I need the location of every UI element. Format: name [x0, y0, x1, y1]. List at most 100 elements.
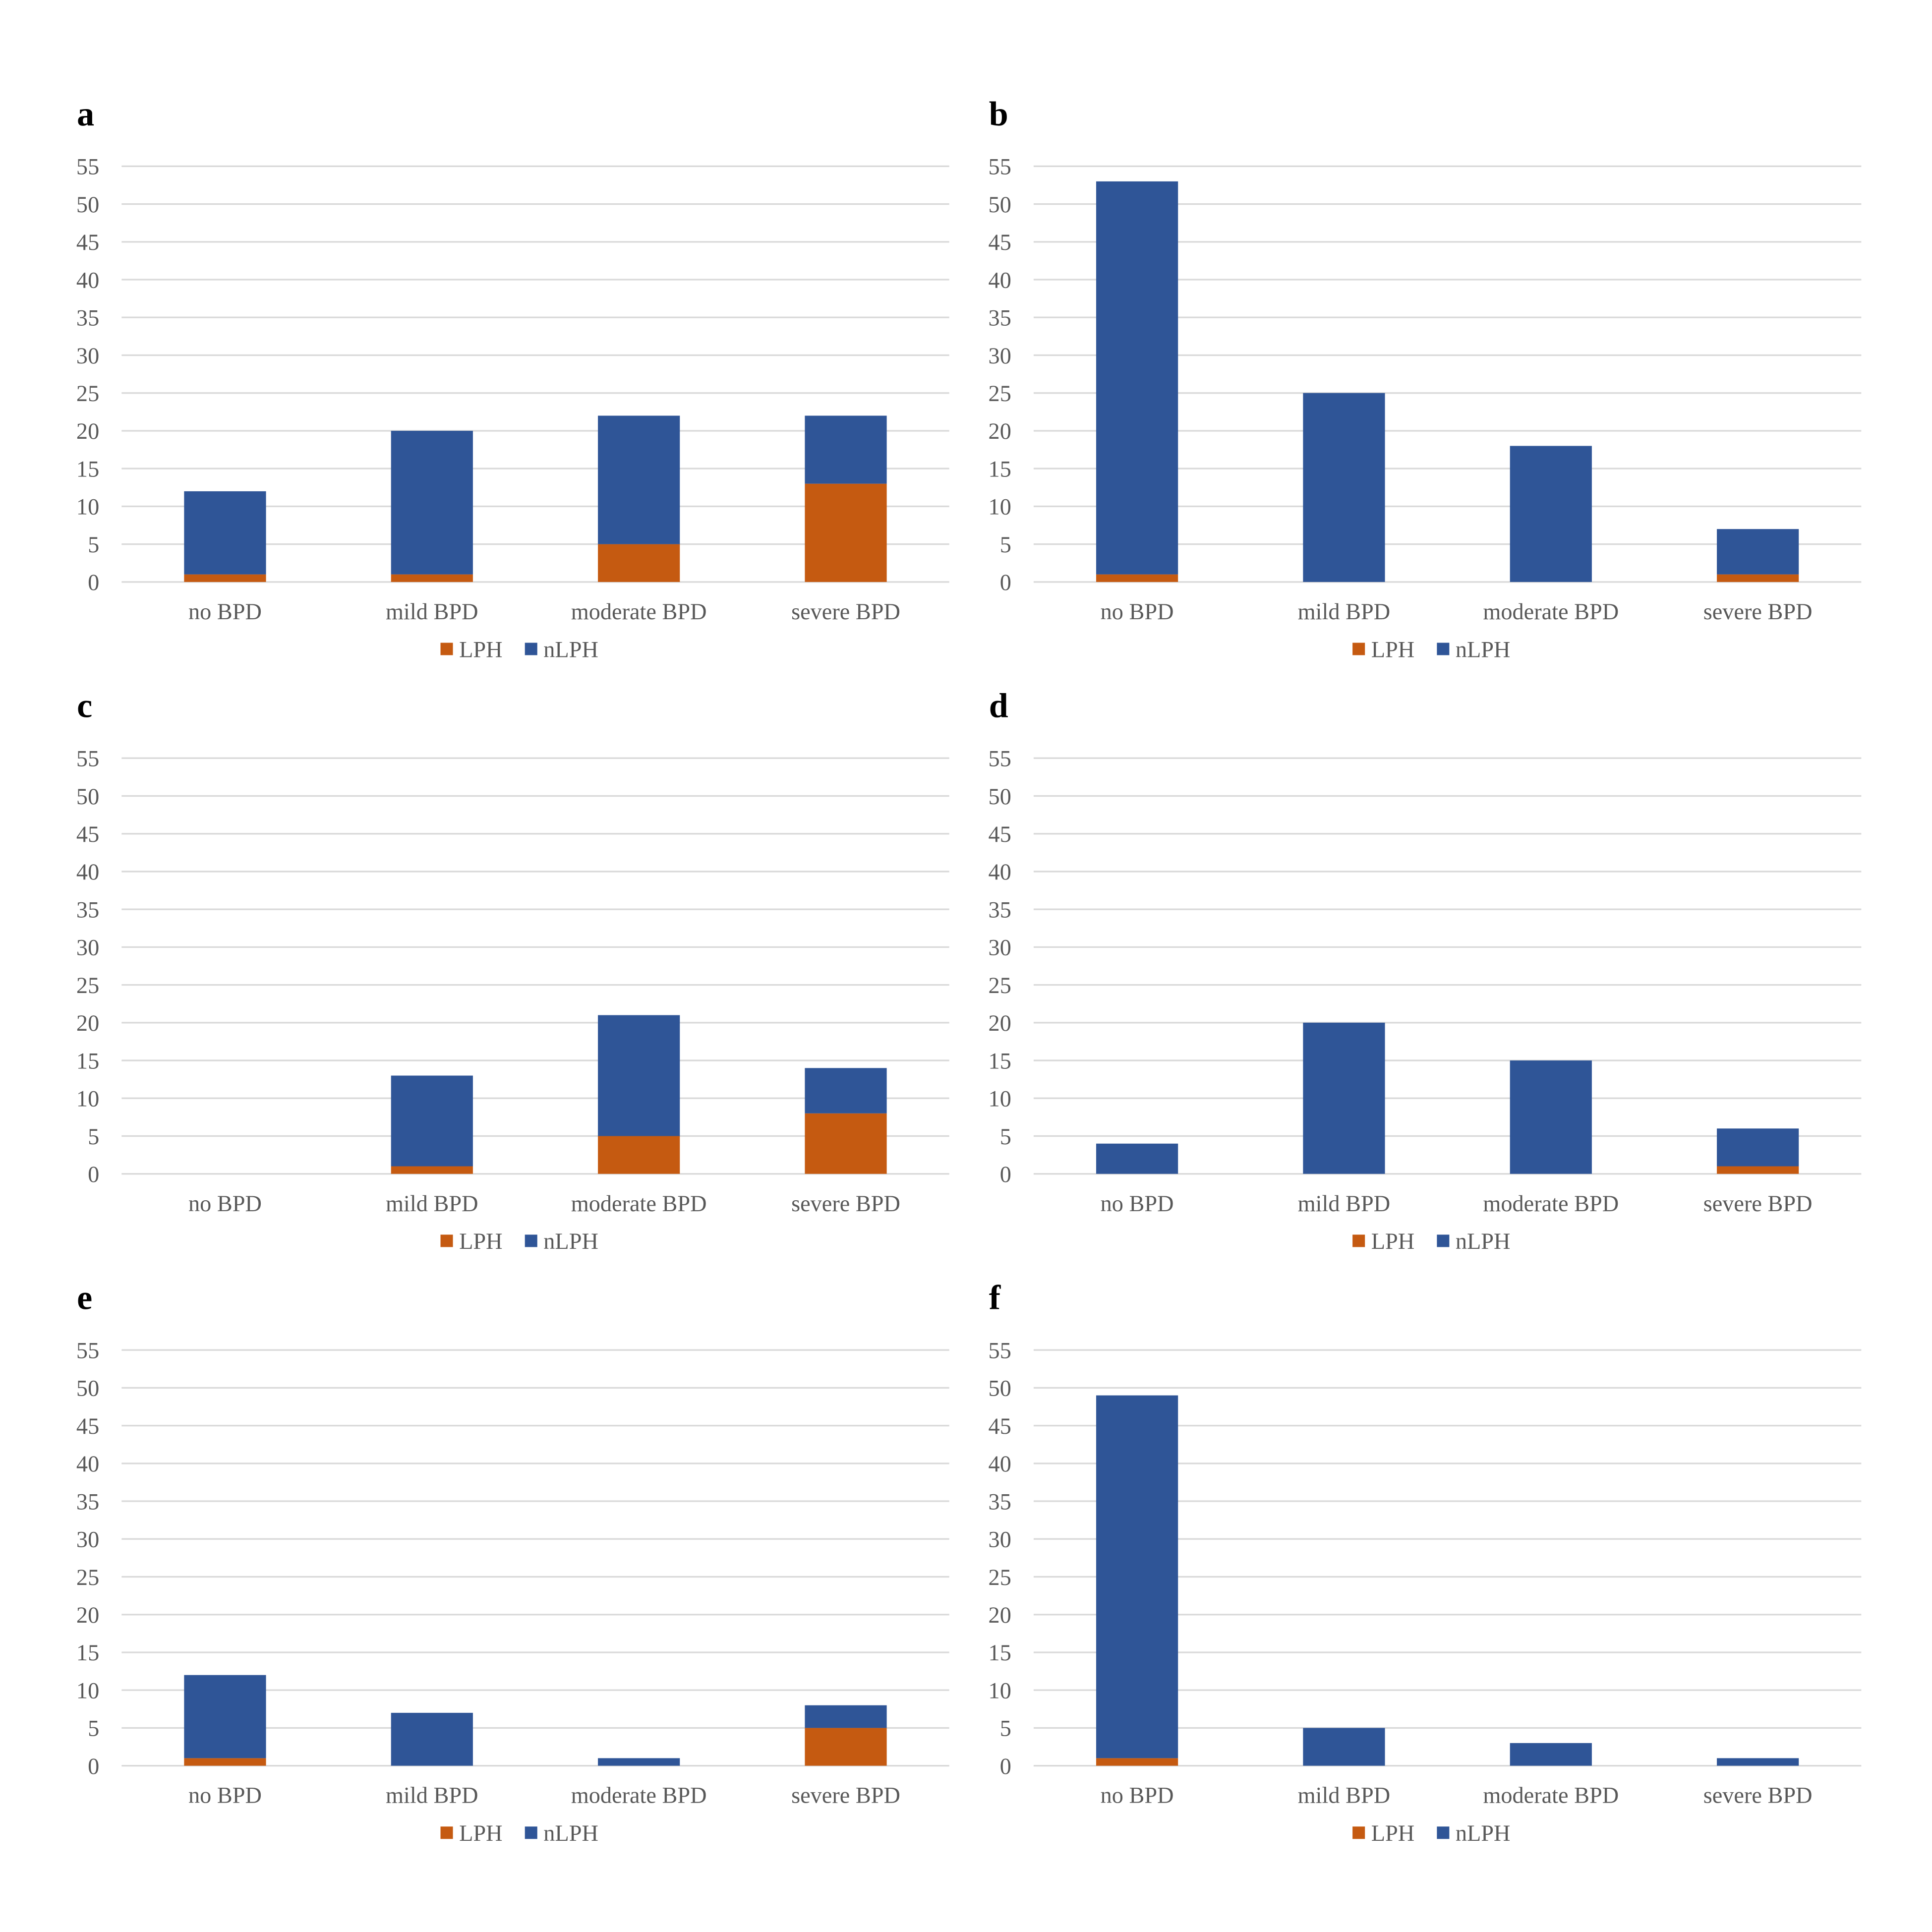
bar-nlph-mild-bpd	[1303, 393, 1385, 582]
legend-label: nLPH	[543, 637, 598, 662]
y-tick-label: 20	[989, 1011, 1011, 1036]
legend-swatch	[525, 643, 537, 655]
x-tick-label: mild BPD	[386, 1783, 478, 1809]
bar-lph-severe-bpd	[805, 483, 887, 582]
legend-swatch	[440, 1826, 453, 1839]
x-tick-label: no BPD	[1101, 599, 1174, 625]
x-tick-label: severe BPD	[1703, 599, 1813, 625]
y-tick-label: 10	[989, 495, 1011, 520]
bar-nlph-no-bpd	[1096, 181, 1178, 575]
y-tick-label: 30	[76, 936, 99, 961]
y-tick-label: 20	[989, 419, 1011, 444]
bar-nlph-no-bpd	[1096, 1143, 1178, 1174]
bar-nlph-severe-bpd	[805, 415, 887, 484]
y-tick-label: 5	[1000, 532, 1011, 558]
y-tick-label: 55	[989, 747, 1011, 772]
y-tick-label: 0	[1000, 1754, 1011, 1779]
y-tick-label: 35	[989, 306, 1011, 331]
legend-label: nLPH	[1456, 637, 1511, 662]
y-tick-label: 45	[76, 230, 99, 255]
legend-label: LPH	[1371, 1821, 1414, 1846]
x-tick-label: no BPD	[188, 599, 262, 625]
chart-panel-f: f 0 5 10 15 20 25 30 35 40 45 50 55 no BPD mild BPD mod…	[989, 1279, 1862, 1846]
y-tick-label: 0	[1000, 570, 1011, 595]
legend-swatch	[440, 643, 453, 655]
legend-label: LPH	[459, 1229, 502, 1254]
y-tick-label: 10	[989, 1678, 1011, 1703]
bar-nlph-severe-bpd	[1717, 529, 1799, 575]
panel-label: b	[989, 95, 1008, 133]
y-tick-label: 10	[76, 495, 99, 520]
y-tick-label: 50	[76, 784, 99, 810]
y-tick-label: 0	[88, 1162, 99, 1187]
legend: LPH nLPH	[440, 1821, 598, 1846]
x-tick-label: moderate BPD	[1483, 1783, 1619, 1809]
legend-swatch	[1437, 1826, 1450, 1839]
bar-nlph-mild-bpd	[391, 1712, 473, 1766]
x-tick-label: moderate BPD	[1483, 599, 1619, 625]
bar-nlph-mild-bpd	[1303, 1022, 1385, 1174]
bar-nlph-mild-bpd	[391, 1075, 473, 1167]
x-tick-label: moderate BPD	[571, 1191, 707, 1217]
y-tick-label: 45	[989, 822, 1011, 847]
legend-label: nLPH	[1456, 1821, 1511, 1846]
bar-lph-no-bpd	[1096, 1758, 1178, 1766]
y-tick-label: 40	[76, 268, 99, 293]
x-tick-label: mild BPD	[386, 599, 478, 625]
x-tick-label: mild BPD	[386, 1191, 478, 1217]
y-tick-label: 15	[989, 1049, 1011, 1074]
y-tick-label: 30	[989, 344, 1011, 369]
y-tick-label: 25	[989, 1565, 1011, 1590]
y-tick-label: 0	[1000, 1162, 1011, 1187]
y-tick-label: 40	[989, 860, 1011, 885]
legend-label: nLPH	[543, 1229, 598, 1254]
y-tick-label: 0	[88, 570, 99, 595]
bar-nlph-no-bpd	[1096, 1395, 1178, 1758]
bar-nlph-mild-bpd	[1303, 1728, 1385, 1766]
y-tick-label: 40	[76, 860, 99, 885]
y-tick-label: 10	[76, 1678, 99, 1703]
legend-label: LPH	[1371, 637, 1414, 662]
panel-label: d	[989, 687, 1008, 725]
legend-swatch	[440, 1234, 453, 1247]
y-tick-label: 55	[76, 1338, 99, 1363]
y-tick-label: 5	[1000, 1716, 1011, 1742]
x-tick-label: severe BPD	[791, 1783, 900, 1809]
y-tick-label: 30	[989, 936, 1011, 961]
x-tick-label: severe BPD	[791, 1191, 900, 1217]
bar-nlph-moderate-bpd	[598, 415, 680, 544]
chart-panel-a: a 0 5 10 15 20 25 30 35 40 45 50 55 no BPD mild BPD mod…	[76, 95, 949, 662]
y-tick-label: 55	[76, 747, 99, 772]
legend-label: LPH	[459, 1821, 502, 1846]
x-tick-label: severe BPD	[1703, 1191, 1813, 1217]
y-tick-label: 25	[76, 973, 99, 998]
bar-nlph-moderate-bpd	[1510, 1743, 1592, 1766]
bar-lph-severe-bpd	[805, 1728, 887, 1766]
x-tick-label: no BPD	[1101, 1191, 1174, 1217]
y-tick-label: 35	[76, 1489, 99, 1515]
legend-swatch	[1352, 1826, 1365, 1839]
y-tick-label: 45	[989, 230, 1011, 255]
y-tick-label: 35	[76, 897, 99, 923]
y-tick-label: 0	[88, 1754, 99, 1779]
bar-nlph-mild-bpd	[391, 430, 473, 575]
y-tick-label: 40	[989, 268, 1011, 293]
bar-nlph-moderate-bpd	[1510, 1060, 1592, 1174]
y-tick-label: 10	[76, 1087, 99, 1112]
y-tick-label: 35	[989, 1489, 1011, 1515]
bar-nlph-moderate-bpd	[598, 1015, 680, 1136]
y-tick-label: 45	[989, 1414, 1011, 1439]
legend-label: nLPH	[543, 1821, 598, 1846]
y-tick-label: 55	[76, 155, 99, 180]
y-tick-label: 50	[989, 192, 1011, 218]
bar-lph-severe-bpd	[1717, 574, 1799, 582]
y-tick-label: 5	[1000, 1124, 1011, 1150]
panel-label: e	[77, 1279, 92, 1317]
panel-label: c	[77, 687, 92, 725]
bar-nlph-no-bpd	[184, 491, 266, 575]
bar-lph-severe-bpd	[805, 1113, 887, 1174]
y-tick-label: 15	[989, 1640, 1011, 1666]
bar-lph-moderate-bpd	[598, 1136, 680, 1174]
x-tick-label: moderate BPD	[571, 599, 707, 625]
x-tick-label: no BPD	[1101, 1783, 1174, 1809]
